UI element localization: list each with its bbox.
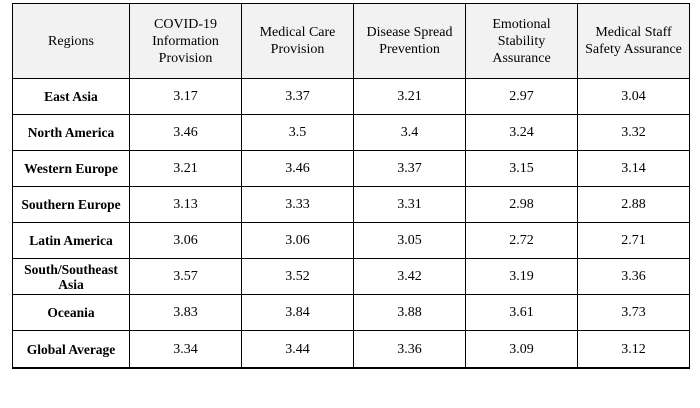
value-cell: 2.88 (577, 186, 690, 223)
value-cell: 3.06 (241, 222, 354, 259)
value-cell: 3.52 (241, 258, 354, 295)
value-cell: 3.06 (129, 222, 242, 259)
value-cell: 3.83 (129, 294, 242, 331)
region-cell: North America (12, 114, 130, 151)
table-row-global-average: Global Average 3.34 3.44 3.36 3.09 3.12 (12, 330, 690, 369)
value-cell: 3.57 (129, 258, 242, 295)
region-cell: Oceania (12, 294, 130, 331)
value-cell: 2.71 (577, 222, 690, 259)
region-cell: East Asia (12, 78, 130, 115)
header-medical-care: Medical Care Provision (241, 3, 354, 79)
table-row: Southern Europe 3.13 3.33 3.31 2.98 2.88 (12, 186, 690, 223)
value-cell: 3.09 (465, 330, 578, 369)
value-cell: 3.13 (129, 186, 242, 223)
region-cell: Southern Europe (12, 186, 130, 223)
value-cell: 3.32 (577, 114, 690, 151)
region-cell: South/Southeast Asia (12, 258, 130, 295)
value-cell: 3.14 (577, 150, 690, 187)
header-row: Regions COVID-19 Information Provision M… (12, 3, 690, 79)
value-cell: 3.88 (353, 294, 466, 331)
value-cell: 3.36 (577, 258, 690, 295)
value-cell: 3.5 (241, 114, 354, 151)
header-covid-info: COVID-19 Information Provision (129, 3, 242, 79)
value-cell: 3.84 (241, 294, 354, 331)
value-cell: 3.4 (353, 114, 466, 151)
table-row: Oceania 3.83 3.84 3.88 3.61 3.73 (12, 294, 690, 331)
value-cell: 3.34 (129, 330, 242, 369)
value-cell: 3.46 (129, 114, 242, 151)
value-cell: 3.21 (129, 150, 242, 187)
value-cell: 3.17 (129, 78, 242, 115)
value-cell: 3.46 (241, 150, 354, 187)
value-cell: 3.05 (353, 222, 466, 259)
value-cell: 3.73 (577, 294, 690, 331)
region-cell: Western Europe (12, 150, 130, 187)
header-emotional-stability: Emotional Stability Assurance (465, 3, 578, 79)
value-cell: 3.24 (465, 114, 578, 151)
value-cell: 3.04 (577, 78, 690, 115)
table-row: Latin America 3.06 3.06 3.05 2.72 2.71 (12, 222, 690, 259)
table-row: South/Southeast Asia 3.57 3.52 3.42 3.19… (12, 258, 690, 295)
value-cell: 3.37 (353, 150, 466, 187)
table-row: North America 3.46 3.5 3.4 3.24 3.32 (12, 114, 690, 151)
header-disease-spread: Disease Spread Prevention (353, 3, 466, 79)
value-cell: 3.61 (465, 294, 578, 331)
region-cell: Global Average (12, 330, 130, 369)
header-staff-safety: Medical Staff Safety Assurance (577, 3, 690, 79)
value-cell: 2.72 (465, 222, 578, 259)
value-cell: 3.33 (241, 186, 354, 223)
value-cell: 3.36 (353, 330, 466, 369)
value-cell: 3.37 (241, 78, 354, 115)
table-row: East Asia 3.17 3.37 3.21 2.97 3.04 (12, 78, 690, 115)
value-cell: 2.98 (465, 186, 578, 223)
value-cell: 3.44 (241, 330, 354, 369)
value-cell: 3.12 (577, 330, 690, 369)
table-row: Western Europe 3.21 3.46 3.37 3.15 3.14 (12, 150, 690, 187)
region-cell: Latin America (12, 222, 130, 259)
regional-ratings-table: Regions COVID-19 Information Provision M… (12, 3, 690, 369)
value-cell: 3.31 (353, 186, 466, 223)
value-cell: 3.19 (465, 258, 578, 295)
value-cell: 3.42 (353, 258, 466, 295)
value-cell: 3.21 (353, 78, 466, 115)
value-cell: 3.15 (465, 150, 578, 187)
value-cell: 2.97 (465, 78, 578, 115)
header-regions: Regions (12, 3, 130, 79)
